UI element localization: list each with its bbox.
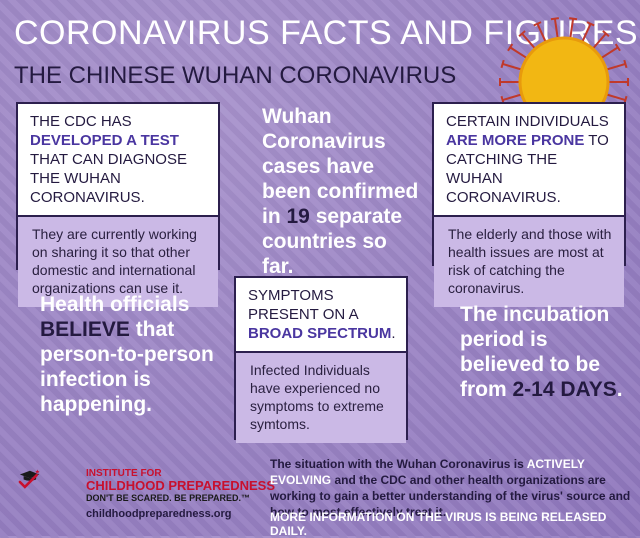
card-cdc-test-heading: THE CDC HAS DEVELOPED A TEST THAT CAN DI…	[30, 113, 187, 206]
stat-officials: Health officials BELIEVE that person-to-…	[40, 293, 214, 416]
footer-text: The situation with the Wuhan Coronavirus…	[270, 457, 631, 519]
logo-url: childhoodpreparedness.org	[86, 508, 232, 520]
logo-line1: INSTITUTE FOR	[86, 468, 162, 479]
card-symptoms-body: Infected Individuals have experienced no…	[236, 351, 406, 443]
stat-incubation: The incubation period is believed to be …	[460, 303, 623, 401]
card-cdc-test: THE CDC HAS DEVELOPED A TEST THAT CAN DI…	[16, 102, 220, 307]
stat-countries: Wuhan Coronavirus cases have been confir…	[262, 105, 419, 278]
footer-more-info: MORE INFORMATION ON THE VIRUS IS BEING R…	[270, 510, 607, 538]
card-more-prone-heading: CERTAIN INDIVIDUALS ARE MORE PRONE TO CA…	[446, 113, 609, 206]
card-more-prone: CERTAIN INDIVIDUALS ARE MORE PRONE TO CA…	[432, 102, 626, 307]
card-cdc-test-body: They are currently working on sharing it…	[18, 215, 218, 307]
card-symptoms: SYMPTOMS PRESENT ON A BROAD SPECTRUM. In…	[234, 276, 408, 443]
card-symptoms-heading: SYMPTOMS PRESENT ON A BROAD SPECTRUM.	[248, 287, 396, 342]
card-more-prone-body: The elderly and those with health issues…	[434, 215, 624, 307]
logo-tagline: DON'T BE SCARED. BE PREPARED.™	[86, 493, 250, 503]
logo-line2: CHILDHOOD PREPAREDNESS	[86, 478, 276, 493]
graduation-cap-check-logo-icon	[18, 469, 40, 489]
page-subtitle: THE CHINESE WUHAN CORONAVIRUS	[14, 62, 457, 89]
